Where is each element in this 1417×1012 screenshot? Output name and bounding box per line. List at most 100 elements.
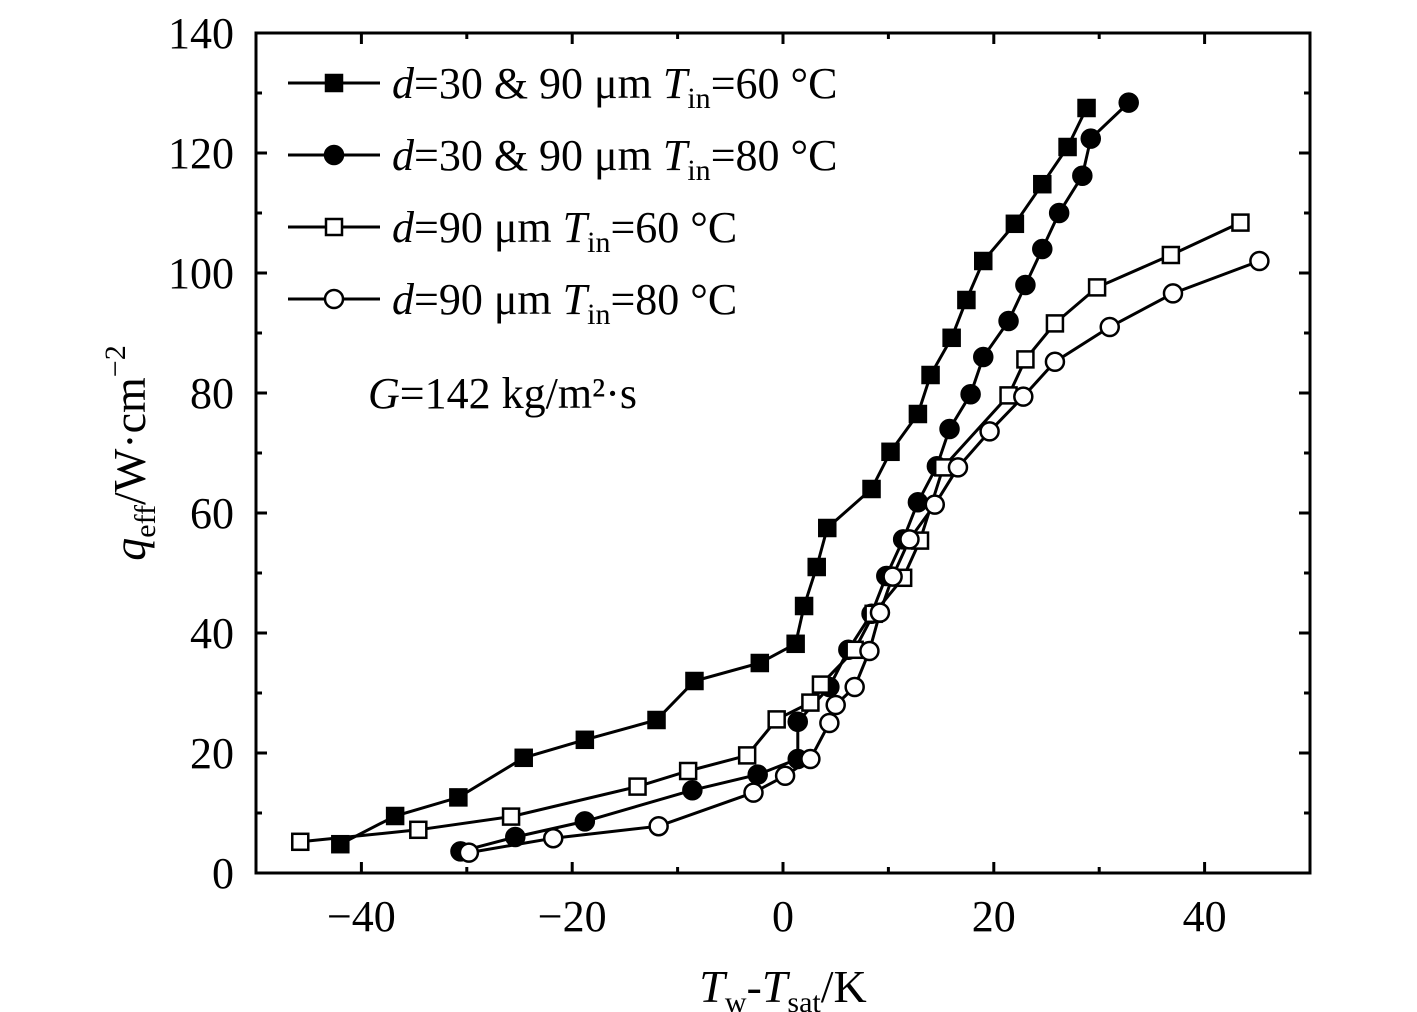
data-point	[1087, 278, 1107, 297]
data-point	[974, 251, 993, 271]
data-point	[979, 421, 1000, 442]
data-point	[1080, 128, 1102, 149]
data-point	[767, 710, 786, 729]
data-point	[291, 832, 310, 852]
data-point	[998, 310, 1019, 332]
data-point	[1013, 386, 1034, 407]
x-tick-label: 40	[1183, 892, 1227, 941]
data-point	[685, 671, 704, 691]
data-point	[801, 693, 820, 712]
y-tick-label: 20	[190, 729, 234, 778]
y-tick-label: 100	[168, 249, 234, 298]
series-3	[291, 213, 1250, 852]
data-point	[575, 730, 595, 750]
data-point	[1118, 92, 1139, 113]
data-point	[807, 557, 826, 577]
data-point	[458, 842, 480, 863]
data-point	[881, 442, 900, 462]
legend-item: d=90 μm Tin=60 °C	[288, 203, 737, 259]
y-axis-title: qeff/W·cm−2	[99, 345, 162, 560]
data-point	[1249, 250, 1270, 272]
data-point	[1015, 274, 1036, 296]
data-point	[1033, 174, 1052, 194]
data-point	[1005, 214, 1025, 234]
x-tick-label: −20	[538, 892, 607, 941]
data-point	[331, 834, 350, 854]
series-line	[468, 259, 1260, 855]
y-tick-label: 120	[168, 129, 234, 178]
series-layer	[291, 92, 1270, 863]
legend-label: d=30 & 90 μm Tin=60 °C	[392, 59, 837, 115]
data-point	[1077, 98, 1096, 118]
data-point	[750, 653, 770, 673]
y-tick-label: 0	[212, 849, 234, 898]
data-point	[786, 634, 805, 654]
data-point	[924, 494, 946, 515]
series-4	[458, 250, 1270, 863]
data-point	[1099, 316, 1120, 338]
data-point	[1058, 137, 1077, 157]
data-point	[678, 761, 698, 781]
data-point	[514, 748, 533, 768]
data-point	[844, 676, 865, 698]
data-point	[737, 746, 757, 765]
data-point	[1231, 213, 1250, 232]
data-point	[825, 694, 846, 716]
data-point	[869, 602, 891, 623]
data-point	[947, 457, 969, 478]
legend-label: d=90 μm Tin=60 °C	[392, 203, 737, 259]
data-point	[682, 779, 703, 801]
data-point	[908, 404, 928, 424]
data-point	[794, 596, 814, 616]
legend-label: d=30 & 90 μm Tin=80 °C	[392, 131, 837, 187]
data-point	[628, 777, 647, 796]
data-point	[921, 365, 940, 385]
legend-marker	[323, 144, 345, 166]
data-point	[787, 711, 809, 733]
data-point	[743, 782, 764, 803]
data-point	[647, 710, 666, 730]
data-point	[942, 328, 961, 348]
data-point	[449, 788, 468, 807]
data-point	[1045, 314, 1065, 333]
data-point	[1162, 283, 1184, 304]
data-point	[1032, 238, 1053, 260]
y-tick-label: 80	[190, 369, 234, 418]
x-axis-title: Tw-Tsat/K	[699, 961, 867, 1012]
data-point	[1048, 202, 1070, 224]
data-point	[811, 675, 831, 694]
data-point	[862, 479, 881, 499]
data-point	[648, 815, 669, 837]
legend-item: d=30 & 90 μm Tin=80 °C	[288, 131, 837, 187]
data-point	[747, 764, 768, 785]
data-point	[939, 418, 960, 440]
data-point	[907, 491, 929, 513]
data-point	[501, 807, 521, 826]
legend-marker	[324, 73, 344, 93]
data-point	[1072, 165, 1093, 187]
data-point	[1044, 351, 1066, 373]
y-tick-label: 60	[190, 489, 234, 538]
y-tick-label: 140	[168, 9, 234, 58]
data-point	[1161, 245, 1181, 265]
data-point	[819, 712, 840, 734]
data-point	[542, 827, 564, 849]
data-point	[574, 811, 596, 832]
data-point	[409, 820, 428, 840]
legend-item: d=90 μm Tin=80 °C	[288, 275, 737, 331]
legend-label: d=90 μm Tin=80 °C	[392, 275, 737, 331]
data-point	[882, 566, 903, 587]
data-point	[385, 806, 405, 826]
data-point	[818, 518, 837, 538]
legend-marker	[323, 288, 345, 310]
data-point	[1016, 350, 1035, 369]
series-1	[331, 98, 1096, 854]
legend: d=30 & 90 μm Tin=60 °C d=30 & 90 μm Tin=8…	[288, 59, 837, 331]
data-point	[960, 383, 981, 405]
axis-ticks: −40 −20 0 20 40 0 20 40 60 80 100 120 140	[168, 9, 1312, 941]
data-point	[774, 765, 796, 787]
data-point	[800, 748, 821, 770]
x-tick-label: −40	[327, 892, 396, 941]
data-point	[957, 290, 976, 310]
